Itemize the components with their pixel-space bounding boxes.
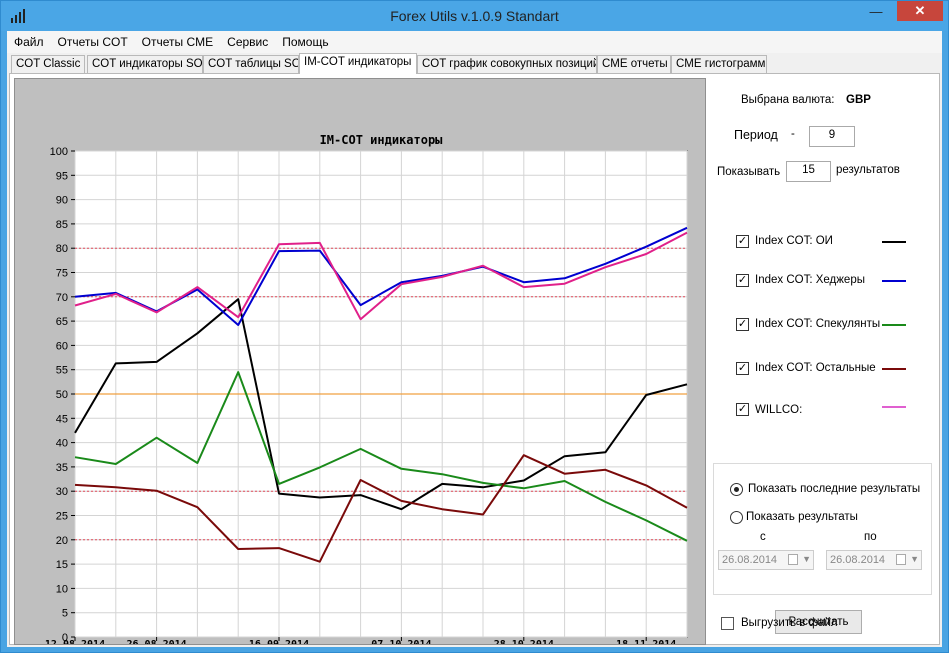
- legend-index-speculators-label: Index COT: Спекулянты: [755, 318, 880, 330]
- checkbox-willco[interactable]: ✓: [736, 403, 749, 416]
- x-tick-label: 26.08.2014: [126, 639, 186, 644]
- tab-cot-indicators-so[interactable]: COT индикаторы SO: [87, 55, 203, 73]
- export-label: Выгрузить в файл: [741, 617, 838, 629]
- tab-cot-aggregate-chart[interactable]: COT график совокупных позиций: [417, 55, 597, 73]
- menu-service[interactable]: Сервис: [220, 31, 275, 53]
- tab-cme-histograms[interactable]: CME гистограммы: [671, 55, 767, 73]
- last-results-label: Показать последние результаты: [748, 483, 920, 495]
- y-tick-label: 70: [56, 292, 68, 304]
- to-date-picker[interactable]: 26.08.2014 ▼: [826, 550, 922, 570]
- y-tick-label: 55: [56, 365, 68, 377]
- menu-cot-reports[interactable]: Отчеты COT: [51, 31, 135, 53]
- y-tick-label: 75: [56, 268, 68, 280]
- tab-im-cot-indicators[interactable]: IM-COT индикаторы: [299, 53, 417, 74]
- show-label: Показывать: [717, 166, 780, 178]
- calendar-icon: [896, 554, 906, 565]
- y-tick-label: 60: [56, 340, 68, 352]
- y-tick-label: 20: [56, 535, 68, 547]
- y-tick-label: 10: [56, 583, 68, 595]
- checkbox-index-oi[interactable]: ✓: [736, 235, 749, 248]
- y-tick-label: 25: [56, 511, 68, 523]
- period-label: Период: [734, 128, 778, 142]
- y-tick-label: 5: [62, 608, 68, 620]
- results-label: результатов: [836, 164, 900, 176]
- radio-last-results[interactable]: [730, 483, 743, 496]
- legend-index-speculators-swatch: [882, 324, 906, 326]
- y-tick-label: 30: [56, 486, 68, 498]
- menu-cme-reports[interactable]: Отчеты CME: [135, 31, 220, 53]
- legend-willco-swatch: [882, 406, 906, 408]
- show-count-input[interactable]: 15: [786, 161, 831, 182]
- export-checkbox[interactable]: [721, 617, 734, 630]
- close-icon[interactable]: ✕: [897, 1, 943, 21]
- checkbox-index-speculators[interactable]: ✓: [736, 318, 749, 331]
- calendar-icon: [788, 554, 798, 565]
- currency-label: Выбрана валюта:: [741, 94, 834, 106]
- client-area: Файл Отчеты COT Отчеты CME Сервис Помощь…: [7, 31, 942, 647]
- y-tick-label: 80: [56, 243, 68, 255]
- period-input[interactable]: 9: [809, 126, 855, 147]
- x-tick-label: 12.08.2014: [45, 639, 105, 644]
- im-cot-chart: IM-COT индикаторы05101520253035404550556…: [15, 79, 705, 644]
- legend-index-others-swatch: [882, 368, 906, 370]
- y-tick-label: 90: [56, 195, 68, 207]
- title-bar[interactable]: Forex Utils v.1.0.9 Standart — ✕: [1, 1, 948, 31]
- to-date-value: 26.08.2014: [830, 554, 885, 566]
- currency-value: GBP: [846, 94, 871, 106]
- menu-help[interactable]: Помощь: [275, 31, 335, 53]
- chevron-down-icon: ▼: [802, 554, 811, 564]
- tab-panel: IM-COT индикаторы 0 5 10 15 20 25 30 35 40 45 50 55 6…: [9, 73, 940, 645]
- date-range-group: Показать последние результаты Показать р…: [713, 463, 932, 595]
- window-title: Forex Utils v.1.0.9 Standart: [1, 8, 948, 24]
- menu-bar: Файл Отчеты COT Отчеты CME Сервис Помощь: [7, 31, 942, 53]
- x-tick-label: 07.10.2014: [371, 639, 431, 644]
- legend-index-hedgers-label: Index COT: Хеджеры: [755, 274, 865, 286]
- x-tick-label: 28.10.2014: [494, 639, 554, 644]
- from-label: с: [760, 531, 766, 543]
- legend-index-others-label: Index COT: Остальные: [755, 362, 876, 374]
- y-tick-label: 15: [56, 559, 68, 571]
- x-tick-label: 16.09.2014: [249, 639, 309, 644]
- chart-title: IM-COT индикаторы: [320, 133, 444, 147]
- y-tick-label: 100: [50, 146, 68, 158]
- to-label: по: [864, 531, 877, 543]
- y-tick-label: 85: [56, 219, 68, 231]
- from-date-picker[interactable]: 26.08.2014 ▼: [718, 550, 814, 570]
- menu-file[interactable]: Файл: [7, 31, 51, 53]
- settings-panel: Выбрана валюта: GBP Период - 9 Показыват…: [704, 74, 940, 646]
- legend-index-oi-label: Index COT: ОИ: [755, 235, 833, 247]
- tab-cot-tables-so[interactable]: COT таблицы SO: [203, 55, 299, 73]
- y-tick-label: 45: [56, 413, 68, 425]
- minimize-icon[interactable]: —: [863, 1, 889, 21]
- chart-area: IM-COT индикаторы 0 5 10 15 20 25 30 35 40 45 50 55 6…: [14, 78, 706, 645]
- from-date-value: 26.08.2014: [722, 554, 777, 566]
- tab-cot-classic[interactable]: COT Classic: [11, 55, 85, 73]
- checkbox-index-others[interactable]: ✓: [736, 362, 749, 375]
- legend-index-hedgers-swatch: [882, 280, 906, 282]
- checkbox-index-hedgers[interactable]: ✓: [736, 274, 749, 287]
- y-tick-label: 95: [56, 170, 68, 182]
- y-tick-label: 40: [56, 438, 68, 450]
- period-dash: -: [791, 128, 795, 140]
- show-results-label: Показать результаты: [746, 511, 858, 523]
- y-tick-label: 35: [56, 462, 68, 474]
- x-tick-label: 18.11.2014: [616, 639, 676, 644]
- tab-cme-reports[interactable]: CME отчеты: [597, 55, 671, 73]
- radio-show-results[interactable]: [730, 511, 743, 524]
- tab-strip: COT Classic COT индикаторы SO COT таблиц…: [9, 53, 939, 73]
- legend-index-oi-swatch: [882, 241, 906, 243]
- chevron-down-icon: ▼: [910, 554, 919, 564]
- y-tick-label: 65: [56, 316, 68, 328]
- legend-willco-label: WILLCO:: [755, 404, 802, 416]
- y-tick-label: 50: [56, 389, 68, 401]
